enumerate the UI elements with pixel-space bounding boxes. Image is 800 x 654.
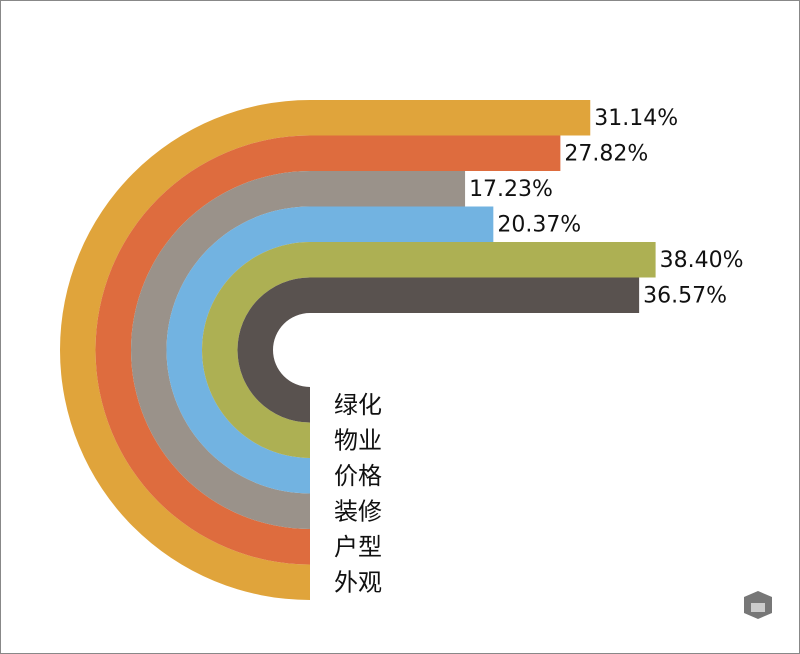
category-label: 户型 <box>334 533 382 561</box>
value-label: 27.82% <box>564 141 648 166</box>
band <box>202 242 656 458</box>
value-label: 20.37% <box>497 212 581 237</box>
category-label: 物业 <box>334 426 382 454</box>
band <box>166 206 494 494</box>
category-label: 外观 <box>334 568 382 596</box>
value-label: 31.14% <box>594 106 678 131</box>
logo <box>744 591 772 619</box>
category-label: 价格 <box>334 462 382 490</box>
category-label: 装修 <box>334 497 382 525</box>
band <box>237 277 640 423</box>
value-label: 17.23% <box>469 177 553 202</box>
category-label: 绿化 <box>334 391 382 419</box>
value-label: 38.40% <box>660 248 744 273</box>
value-label: 36.57% <box>643 283 727 308</box>
